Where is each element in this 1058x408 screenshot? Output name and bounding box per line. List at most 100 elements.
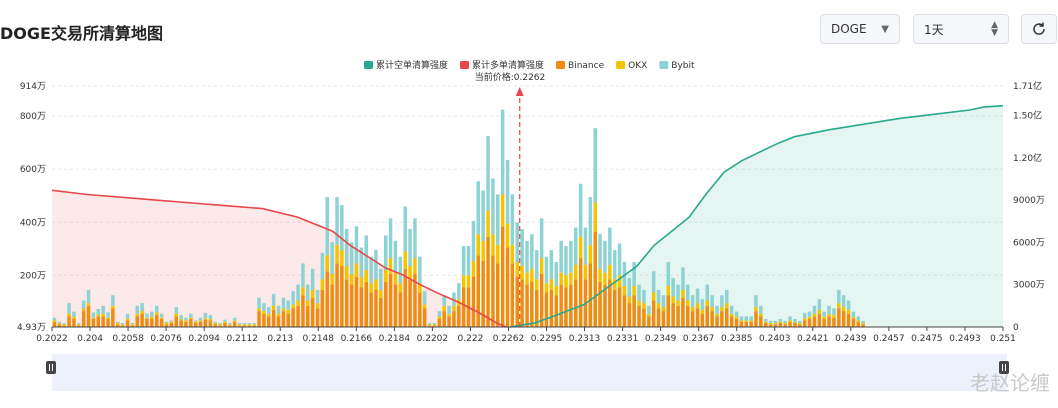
bar-okx — [408, 266, 412, 280]
bar-binance — [837, 308, 841, 327]
bar-bybit — [535, 250, 539, 280]
bar-okx — [574, 264, 578, 280]
bar-binance — [734, 319, 739, 327]
bar-binance — [476, 255, 480, 327]
bar-bybit — [335, 197, 339, 245]
x-tick-label: 0.2457 — [873, 334, 905, 344]
bar-binance — [603, 284, 607, 327]
bar-okx — [179, 319, 183, 321]
bar-binance — [496, 263, 500, 327]
bar-binance — [232, 321, 237, 327]
bar-bybit — [432, 323, 437, 325]
x-tick-label: 0.2202 — [417, 334, 449, 344]
bar-bybit — [116, 321, 120, 323]
bar-binance — [671, 303, 675, 327]
bar-binance — [520, 279, 524, 327]
bar-binance — [798, 324, 802, 327]
bar-binance — [150, 319, 154, 327]
slider-handle-right[interactable] — [999, 361, 1009, 374]
bar-binance — [481, 260, 485, 327]
bar-bybit — [768, 320, 773, 323]
bar-bybit — [851, 311, 856, 317]
bar-binance — [744, 321, 748, 327]
x-tick-label: 0.2262 — [493, 334, 525, 344]
bar-binance — [505, 247, 510, 327]
bar-bybit — [841, 295, 846, 308]
bar-bybit — [549, 250, 554, 280]
bar-binance — [427, 325, 432, 327]
bar-okx — [681, 289, 685, 298]
x-tick-label: 0.2385 — [721, 334, 753, 344]
bar-okx — [598, 268, 602, 282]
bar-binance — [593, 231, 597, 327]
bar-okx — [486, 210, 490, 237]
bar-okx — [223, 321, 227, 323]
bar-okx — [335, 244, 339, 264]
x-tick-label: 0.222 — [458, 334, 484, 344]
bar-okx — [247, 324, 252, 326]
bar-bybit — [759, 305, 763, 314]
bar-okx — [62, 324, 66, 326]
y-right-tick-label: 1.50亿 — [1013, 110, 1042, 122]
bar-bybit — [690, 295, 695, 308]
bar-bybit — [846, 300, 851, 310]
bar-bybit — [52, 317, 57, 321]
bar-binance — [325, 271, 329, 327]
bar-bybit — [140, 303, 144, 312]
caret-down-icon: ▼ — [881, 23, 889, 35]
bar-binance — [306, 305, 310, 327]
bar-okx — [530, 268, 534, 282]
bar-bybit — [481, 190, 485, 241]
bar-bybit — [598, 234, 602, 269]
symbol-select[interactable]: DOGE ▼ — [820, 14, 900, 44]
bar-binance — [276, 316, 281, 327]
bar-bybit — [345, 228, 349, 266]
bar-binance — [676, 305, 680, 327]
bar-binance — [179, 320, 183, 327]
bar-bybit — [564, 246, 568, 276]
legend-swatch — [364, 61, 373, 69]
legend-swatch — [460, 61, 470, 69]
bar-okx — [793, 321, 797, 323]
bar-bybit — [822, 311, 826, 317]
bar-binance — [510, 263, 515, 327]
y-right-tick-label: 6000万 — [1013, 238, 1045, 248]
bar-okx — [837, 303, 841, 309]
bar-okx — [832, 315, 836, 318]
bar-binance — [81, 311, 86, 327]
bar-binance — [539, 274, 544, 327]
bar-okx — [466, 275, 471, 288]
x-tick-label: 0.2493 — [949, 334, 981, 344]
bar-binance — [120, 325, 125, 327]
bar-okx — [764, 321, 768, 323]
range-select[interactable]: 1天 ▲ ▼ — [913, 14, 1009, 44]
cumulative-long-area — [52, 190, 507, 327]
refresh-button[interactable] — [1021, 14, 1057, 44]
bar-okx — [189, 317, 193, 319]
bar-bybit — [642, 289, 646, 304]
bar-okx — [559, 272, 563, 285]
bar-okx — [203, 318, 208, 320]
bar-okx — [544, 283, 549, 293]
bar-okx — [690, 307, 695, 312]
bar-binance — [403, 268, 407, 327]
x-tick-label: 0.2148 — [303, 334, 335, 344]
bar-bybit — [457, 283, 461, 300]
legend-label: 累计多单清算强度 — [472, 59, 544, 71]
zoom-slider[interactable] — [46, 354, 1009, 391]
bar-okx — [500, 194, 505, 227]
bar-bybit — [783, 320, 787, 323]
bar-binance — [169, 323, 174, 327]
bar-okx — [564, 275, 568, 288]
bar-bybit — [705, 284, 709, 301]
bar-binance — [374, 289, 378, 327]
slider-handle-left[interactable] — [46, 361, 56, 374]
bar-okx — [125, 319, 130, 321]
bar-binance — [622, 295, 627, 327]
bar-bybit — [96, 309, 100, 315]
bar-okx — [345, 266, 349, 280]
bar-binance — [86, 305, 91, 327]
bar-binance — [720, 311, 724, 327]
y-right-tick-label: 1.20亿 — [1013, 152, 1042, 164]
bar-okx — [169, 321, 174, 323]
